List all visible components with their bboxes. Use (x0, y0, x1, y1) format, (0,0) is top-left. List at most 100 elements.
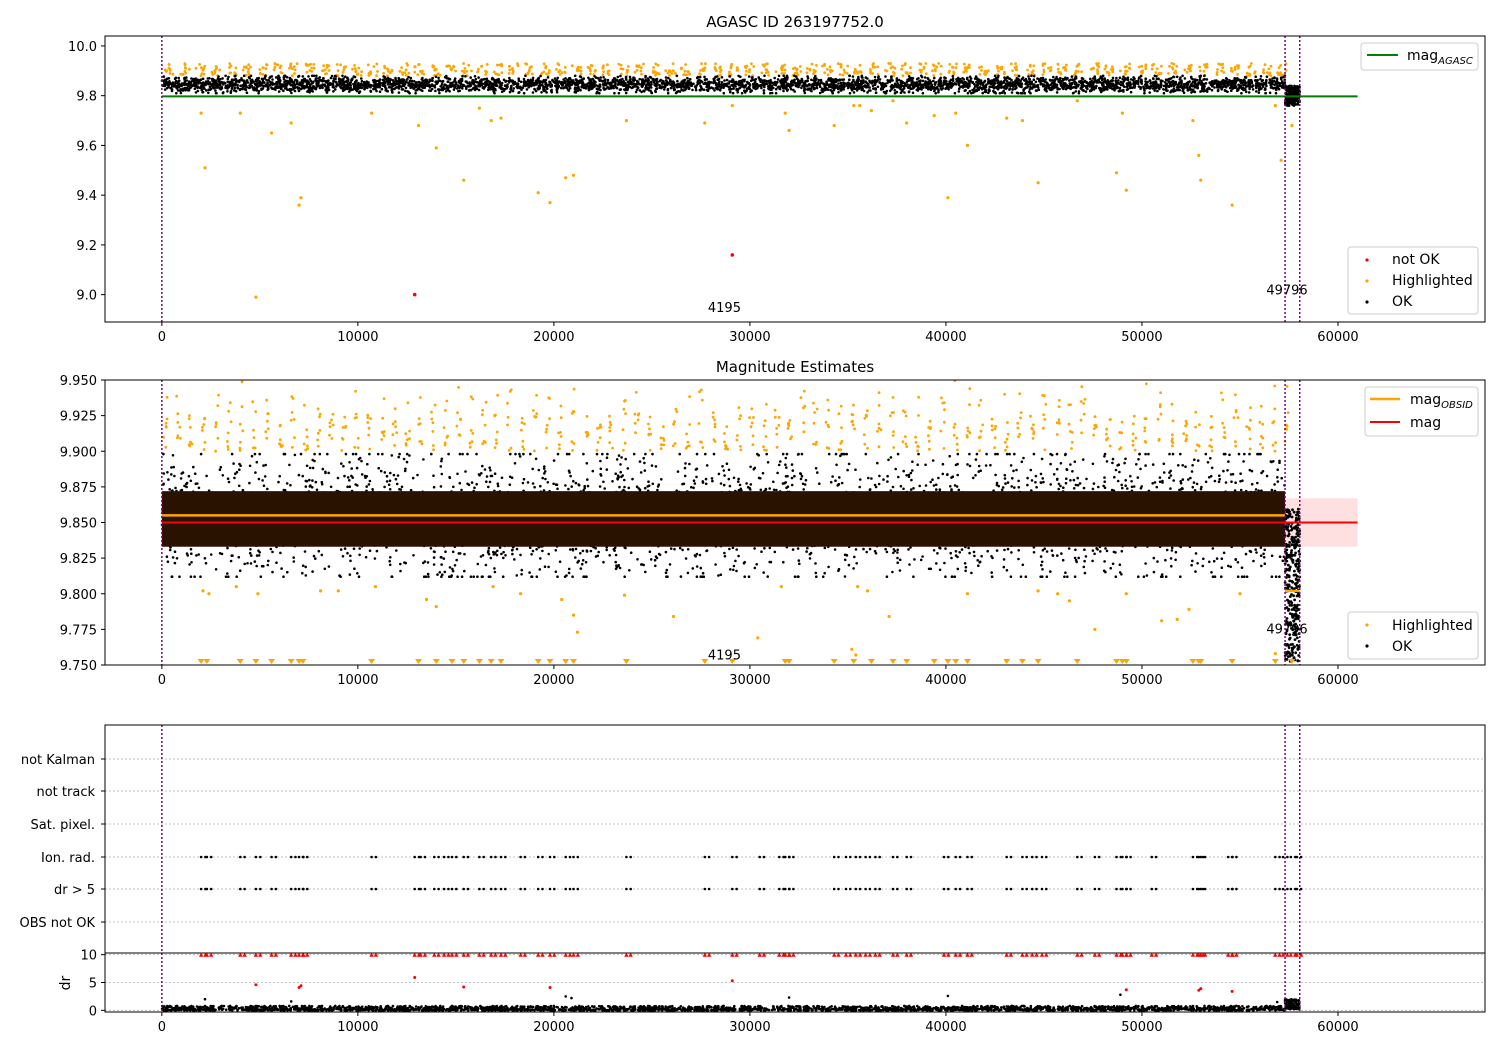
ok-point (834, 77, 838, 81)
ok-point (271, 81, 274, 84)
highlighted-point (386, 74, 389, 77)
ok-point (624, 75, 628, 79)
ok-point (856, 77, 860, 80)
ok-point (462, 83, 465, 87)
ok-point (1090, 79, 1093, 83)
highlighted-point (1027, 73, 1031, 76)
ok-point (506, 83, 509, 86)
highlighted-point (714, 67, 717, 71)
ok-point (219, 77, 222, 81)
ok-point (863, 85, 867, 88)
ok-point (683, 78, 687, 82)
highlighted-point (939, 64, 943, 68)
ok-point (1279, 77, 1283, 81)
ok-point (1123, 78, 1126, 81)
ok-point (475, 87, 479, 91)
highlighted-point (683, 69, 687, 73)
ok-point (602, 86, 605, 90)
ok-point (638, 89, 642, 92)
highlighted-point (1026, 68, 1029, 72)
ok-point (488, 82, 492, 86)
ok-point (1055, 86, 1059, 89)
highlighted-point (1279, 64, 1283, 67)
highlighted-point (405, 62, 409, 65)
ok-point (404, 89, 407, 93)
ok-point (802, 82, 806, 85)
ok-point (214, 79, 218, 82)
highlighted-point (183, 69, 187, 73)
highlighted-point (1199, 69, 1202, 73)
highlighted-point (557, 70, 561, 74)
ok-point (401, 82, 405, 86)
ok-point (1035, 85, 1038, 88)
highlighted-point (1230, 69, 1233, 73)
highlighted-point (548, 69, 551, 72)
ok-point (211, 77, 215, 81)
ok-point (1109, 82, 1113, 86)
highlighted-point (383, 64, 386, 68)
ok-point (434, 89, 437, 93)
ok-point (1055, 91, 1059, 94)
highlighted-point (265, 63, 268, 66)
ok-point (1052, 75, 1055, 79)
ok-point (414, 91, 417, 95)
ok-point (185, 83, 188, 86)
ok-point (276, 82, 279, 86)
ok-point (971, 88, 974, 92)
ok-point (820, 88, 823, 92)
highlighted-point (305, 70, 309, 74)
ok-point (575, 81, 579, 84)
ok-point (1068, 87, 1072, 90)
ok-point (292, 81, 296, 84)
highlighted-point (499, 63, 503, 67)
ok-point (1148, 79, 1152, 82)
ok-point (772, 86, 775, 90)
highlighted-point (1236, 73, 1239, 76)
ok-point (592, 79, 596, 82)
ok-point (437, 76, 440, 80)
highlighted-point (1104, 65, 1108, 68)
highlighted-point (843, 71, 847, 74)
ok-point (1232, 81, 1236, 85)
ok-point (689, 81, 693, 84)
ok-point (563, 85, 567, 89)
ok-point (340, 80, 344, 83)
highlighted-point (570, 64, 574, 68)
ok-point (270, 86, 273, 89)
highlighted-point (839, 63, 843, 66)
ok-point (456, 85, 460, 88)
ok-point (449, 83, 453, 87)
ok-point (1166, 89, 1169, 92)
ok-point (712, 81, 715, 85)
highlighted-point (386, 69, 390, 72)
ok-point (1059, 83, 1063, 86)
ok-point (1104, 81, 1108, 84)
highlighted-point (290, 74, 294, 78)
ok-point (658, 86, 661, 90)
highlighted-point (447, 64, 450, 68)
highlighted-point (485, 63, 489, 66)
ok-point (590, 83, 593, 87)
ok-point (935, 85, 939, 89)
ok-point (868, 79, 871, 83)
highlighted-point (830, 69, 834, 73)
ok-point (334, 85, 338, 88)
ok-point (1272, 79, 1276, 83)
ok-point (963, 89, 967, 92)
ok-point (1204, 82, 1208, 85)
ok-point (831, 83, 835, 87)
ok-point (884, 91, 887, 95)
ok-point (404, 86, 408, 90)
highlighted-point (218, 68, 222, 72)
highlighted-point (893, 66, 897, 70)
highlighted-point (1155, 67, 1159, 71)
highlighted-point (547, 71, 551, 75)
ok-point (457, 81, 461, 84)
ok-point (1129, 78, 1133, 81)
ok-point (1140, 82, 1143, 85)
ok-point (640, 85, 644, 88)
highlighted-point (639, 66, 643, 69)
ok-point (679, 85, 683, 89)
highlighted-point (640, 72, 643, 76)
highlighted-point (184, 66, 188, 70)
